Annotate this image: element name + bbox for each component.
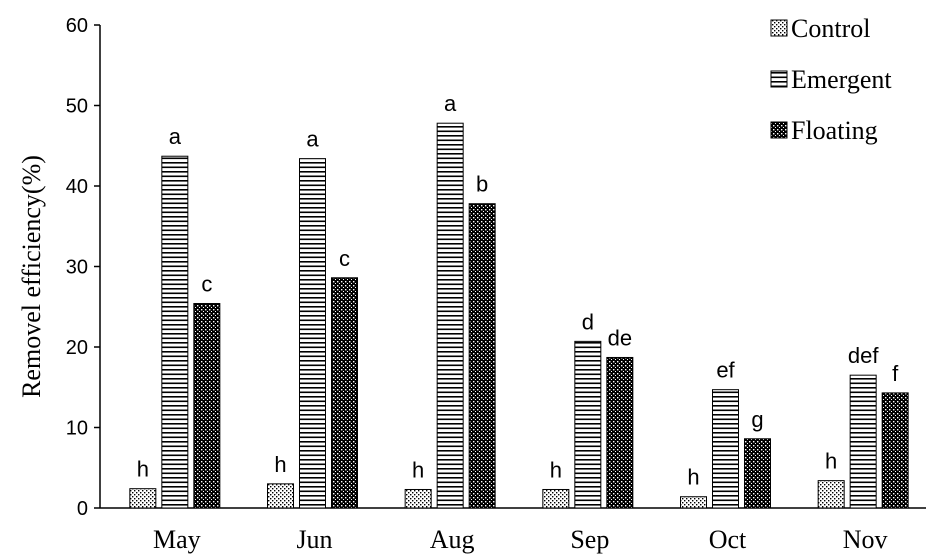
significance-label: a bbox=[306, 127, 319, 152]
y-axis-label: Removel efficiency(%) bbox=[17, 155, 46, 398]
significance-label: b bbox=[476, 172, 488, 197]
x-tick-label: Jun bbox=[296, 525, 332, 554]
legend-label-control: Control bbox=[791, 14, 870, 43]
legend: Control Emergent Floating bbox=[770, 14, 892, 145]
significance-label: a bbox=[444, 91, 457, 116]
y-tick-label: 20 bbox=[66, 337, 88, 359]
bar-control-nov bbox=[817, 480, 845, 509]
x-tick-label: Sep bbox=[570, 525, 609, 554]
bar-control-may bbox=[129, 488, 157, 509]
significance-label: def bbox=[848, 343, 879, 368]
y-tick-label: 40 bbox=[66, 176, 88, 198]
x-tick-label: Nov bbox=[843, 525, 888, 554]
x-tick-label: Oct bbox=[709, 525, 747, 554]
bar-control-aug bbox=[404, 488, 432, 509]
x-tick-label: May bbox=[153, 525, 201, 554]
significance-label: h bbox=[825, 449, 837, 474]
legend-label-emergent: Emergent bbox=[791, 65, 892, 94]
bar-floating-sep bbox=[606, 356, 634, 509]
x-tick-label: Aug bbox=[430, 525, 475, 554]
significance-label: g bbox=[751, 407, 763, 432]
bar-floating-oct bbox=[744, 438, 771, 509]
bar-emergent-nov bbox=[849, 374, 877, 509]
bar-control-oct bbox=[680, 496, 707, 509]
significance-label: h bbox=[412, 457, 424, 482]
bar-floating-nov bbox=[881, 392, 909, 509]
significance-label: d bbox=[582, 309, 594, 334]
bar-emergent-may bbox=[161, 155, 189, 509]
significance-label: h bbox=[137, 457, 149, 482]
bar-control-jun bbox=[267, 483, 294, 509]
significance-label: f bbox=[892, 361, 899, 386]
significance-label: h bbox=[687, 465, 699, 490]
y-tick-label: 50 bbox=[66, 96, 88, 118]
legend-swatch-emergent bbox=[770, 70, 788, 88]
significance-label: c bbox=[339, 246, 350, 271]
significance-label: ef bbox=[716, 358, 735, 383]
bar-emergent-jun bbox=[299, 158, 326, 509]
bar-floating-may bbox=[193, 303, 221, 509]
axes: 0 10 20 30 40 50 60 Removel efficiency(%) May Jun… bbox=[17, 15, 926, 554]
y-tick-label: 30 bbox=[66, 257, 88, 279]
significance-label: h bbox=[550, 457, 562, 482]
y-tick-label: 0 bbox=[77, 498, 88, 520]
bar-floating-aug bbox=[468, 203, 496, 509]
legend-label-floating: Floating bbox=[791, 116, 878, 145]
bar-control-sep bbox=[542, 488, 570, 509]
significance-label: de bbox=[608, 325, 632, 350]
y-tick-label: 10 bbox=[66, 418, 88, 440]
legend-swatch-floating bbox=[770, 121, 788, 139]
bar-floating-jun bbox=[331, 277, 358, 509]
legend-swatch-control bbox=[770, 19, 788, 37]
y-tick-label: 60 bbox=[66, 15, 88, 37]
bar-emergent-aug bbox=[436, 122, 464, 509]
bar-emergent-oct bbox=[712, 389, 739, 509]
bar-emergent-sep bbox=[574, 340, 602, 509]
significance-label: h bbox=[274, 452, 286, 477]
significance-label: c bbox=[201, 272, 212, 297]
significance-label: a bbox=[169, 124, 182, 149]
